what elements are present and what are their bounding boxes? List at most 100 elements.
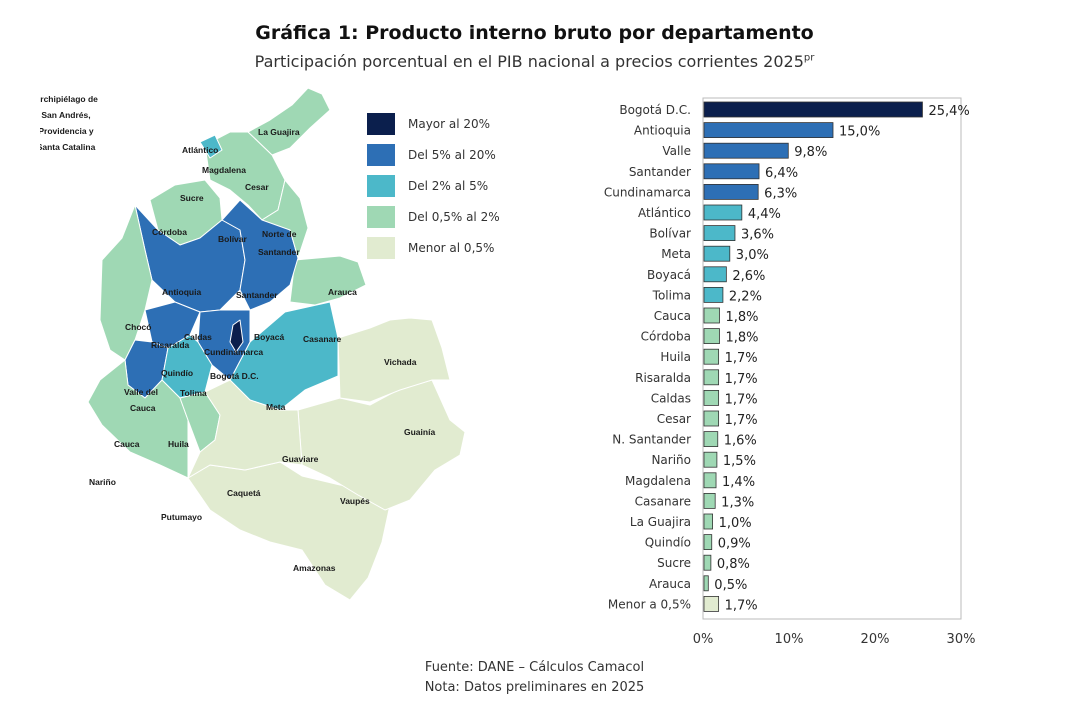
map-label-boyaca: Boyacá (254, 332, 285, 342)
value-label: 1,7% (725, 413, 758, 428)
map-label-caldas: Caldas (184, 332, 212, 342)
category-label: Sucre (657, 556, 691, 570)
value-label: 6,3% (764, 186, 797, 201)
map-label-cordoba: Córdoba (152, 227, 187, 237)
bar (703, 163, 760, 180)
category-label: Magdalena (625, 474, 691, 488)
region-atlantico (199, 134, 223, 159)
value-label: 0,5% (714, 578, 747, 593)
bar (703, 575, 709, 592)
value-label: 1,7% (725, 392, 758, 407)
category-label: Menor a 0,5% (608, 597, 691, 611)
value-label: 1,4% (722, 475, 755, 490)
map-label-huila: Huila (168, 439, 189, 449)
map-label-vichada: Vichada (384, 357, 417, 367)
map-label-guainia: Guainía (404, 427, 435, 437)
map-label-valle-1: Valle del (124, 387, 158, 397)
legend-swatch (367, 237, 395, 259)
bar (703, 410, 720, 427)
category-label: Bolívar (649, 227, 691, 241)
bar (703, 472, 717, 489)
map-label-caqueta: Caquetá (227, 488, 261, 498)
legend-label: Mayor al 20% (408, 117, 490, 131)
value-label: 1,6% (724, 434, 757, 449)
bar (703, 286, 724, 303)
map-label-bolivar: Bolívar (218, 234, 248, 244)
category-label: Atlántico (638, 206, 691, 220)
map-label-risaralda: Risaralda (151, 340, 190, 350)
footer-source: Fuente: DANE – Cálculos Camacol (424, 660, 645, 675)
legend-swatch (367, 206, 395, 228)
region-guainia-vaupes (297, 379, 466, 511)
legend-swatch (367, 175, 395, 197)
legend-label: Menor al 0,5% (408, 241, 494, 255)
bar (703, 492, 716, 509)
footer: Fuente: DANE – Cálculos Camacol Nota: Da… (0, 658, 1069, 698)
map-svg: La Guajira Atlántico Magdalena Cesar Sucre Có… (34, 87, 500, 601)
bar-chart: Bogotá D.C. 25,4% Antioquia 15,0% Valle 9,8% S… (560, 90, 1030, 650)
category-label: Boyacá (647, 268, 691, 282)
map-label-choco: Chocó (125, 322, 151, 332)
bar (703, 451, 718, 468)
bar (703, 348, 720, 365)
map-label-atlantico: Atlántico (182, 145, 218, 155)
map-label-cesar: Cesar (245, 182, 269, 192)
value-label: 9,8% (794, 145, 827, 160)
value-label: 1,7% (725, 598, 758, 613)
category-label: Arauca (649, 577, 691, 591)
map-label-magdalena: Magdalena (202, 165, 246, 175)
category-label: Córdoba (641, 330, 691, 344)
x-tick-label: 10% (775, 632, 804, 647)
category-label: Cauca (654, 309, 691, 323)
bar (703, 225, 736, 242)
category-label: Caldas (651, 391, 691, 405)
colombia-map: La Guajira Atlántico Magdalena Cesar Sucre Có… (34, 80, 560, 601)
legend-swatch (367, 144, 395, 166)
subtitle-text: Participación porcentual en el PIB nacio… (254, 52, 804, 71)
x-tick-label: 30% (947, 632, 976, 647)
map-label-bogota: Bogotá D.C. (210, 371, 259, 381)
map-label-amazonas: Amazonas (293, 563, 336, 573)
value-label: 1,7% (725, 351, 758, 366)
map-label-sucre: Sucre (180, 193, 204, 203)
bar (703, 307, 720, 324)
bar (703, 389, 720, 406)
map-label-vaupes: Vaupés (340, 496, 370, 506)
map-label-norte-santander-1: Norte de (262, 229, 297, 239)
value-label: 15,0% (839, 125, 880, 140)
bar (703, 554, 712, 571)
map-label-norte-santander-2: Santander (258, 247, 300, 257)
map-label-putumayo: Putumayo (161, 512, 202, 522)
bar (703, 142, 789, 159)
bar-chart-svg: Bogotá D.C. 25,4% Antioquia 15,0% Valle 9,8% S… (604, 97, 976, 647)
subtitle-superscript: pr (803, 52, 815, 64)
map-label-guaviare: Guaviare (282, 454, 319, 464)
region-vichada (337, 317, 451, 403)
category-label: Meta (661, 247, 691, 261)
footer-note: Nota: Datos preliminares en 2025 (424, 680, 645, 695)
value-label: 0,8% (717, 557, 750, 572)
map-label-valle-2: Cauca (130, 403, 156, 413)
legend-label: Del 5% al 20% (408, 148, 496, 162)
x-tick-label: 0% (693, 632, 714, 647)
region-caqueta-guaviare (187, 379, 303, 479)
bar (703, 534, 713, 551)
bar (703, 513, 714, 530)
category-label: Nariño (651, 453, 691, 467)
category-label: Antioquia (634, 124, 691, 138)
value-label: 2,6% (732, 269, 765, 284)
category-label: Valle (662, 144, 691, 158)
map-label-cauca: Cauca (114, 439, 140, 449)
value-label: 25,4% (928, 104, 969, 119)
island-label-line: Archipiélago de (40, 94, 98, 104)
plot-frame (702, 97, 962, 620)
region-la-guajira (247, 87, 331, 156)
legend-label: Del 2% al 5% (408, 179, 488, 193)
category-label: Quindío (645, 536, 691, 550)
region-bogota (229, 319, 244, 353)
island-label-line: San Andrés, (41, 110, 90, 120)
chart-subtitle: Participación porcentual en el PIB nacio… (0, 52, 1069, 71)
chart-title: Gráfica 1: Producto interno bruto por de… (255, 22, 814, 44)
bar (703, 101, 923, 118)
map-label-arauca: Arauca (328, 287, 357, 297)
